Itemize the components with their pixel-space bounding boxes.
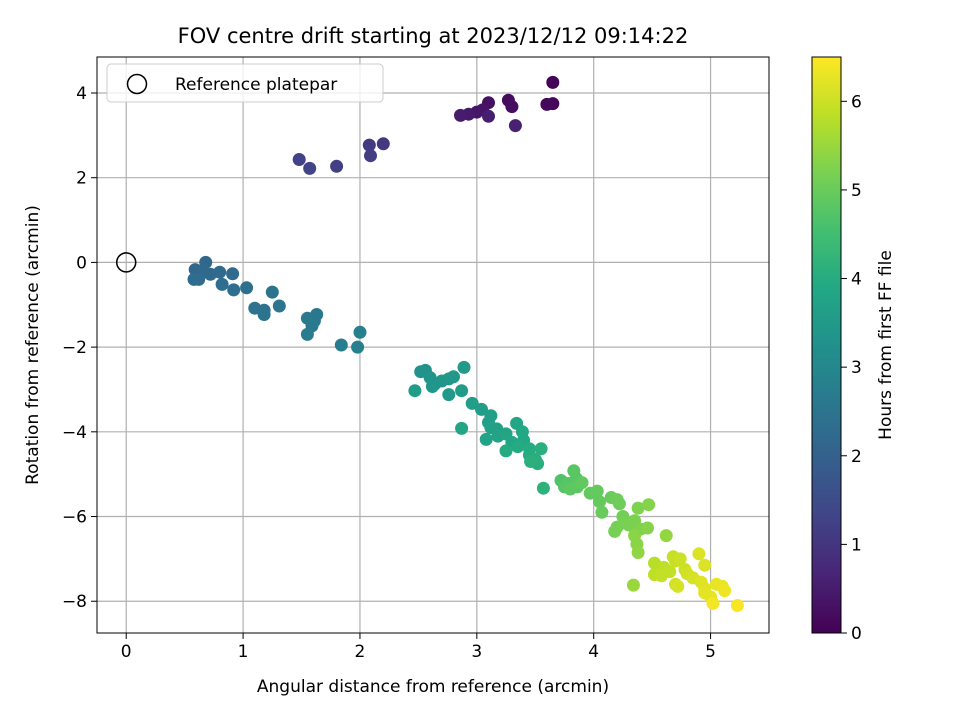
- colorbar-tick-label: 4: [851, 270, 862, 290]
- data-point: [730, 599, 744, 612]
- colorbar-tick-label: 0: [851, 624, 862, 644]
- colorbar-tick-label: 5: [851, 181, 862, 201]
- data-point: [593, 495, 606, 509]
- data-point: [455, 421, 469, 435]
- data-point: [508, 119, 522, 133]
- data-point: [642, 498, 656, 512]
- x-tick-label: 4: [588, 642, 599, 662]
- data-point: [534, 442, 548, 456]
- legend-box: [106, 63, 384, 103]
- data-point: [192, 272, 206, 286]
- data-point: [376, 137, 390, 151]
- colorbar-label: Hours from first FF file: [876, 250, 896, 440]
- data-point: [575, 476, 589, 490]
- data-point: [442, 388, 456, 402]
- data-point: [475, 402, 488, 416]
- data-point: [692, 547, 706, 561]
- colorbar-ticks: 0 1 2 3 4 5 6: [841, 92, 862, 644]
- data-point: [499, 444, 513, 458]
- x-tick-label: 1: [238, 642, 249, 662]
- data-point: [272, 299, 286, 313]
- colorbar-tick-label: 1: [851, 535, 862, 555]
- data-point: [215, 277, 229, 291]
- data-point: [536, 481, 550, 495]
- data-point: [414, 365, 428, 379]
- x-axis-ticks: 0 1 2 3 4 5: [121, 633, 716, 662]
- data-point: [718, 584, 732, 598]
- y-tick-label: −8: [62, 592, 87, 612]
- data-point: [608, 524, 622, 538]
- data-point: [425, 380, 439, 393]
- data-point: [454, 108, 467, 122]
- legend: Reference platepar: [106, 63, 384, 103]
- data-point: [698, 558, 712, 572]
- reference-layer: [115, 252, 137, 273]
- colorbar-tick-label: 2: [851, 447, 862, 467]
- data-point: [447, 370, 460, 384]
- y-tick-label: 2: [76, 169, 87, 189]
- legend-label: Reference platepar: [175, 75, 337, 95]
- data-point: [511, 440, 525, 454]
- x-tick-label: 3: [471, 642, 482, 662]
- y-tick-label: −6: [62, 508, 87, 528]
- reference-platepar-marker: [115, 252, 137, 273]
- data-point: [300, 327, 314, 341]
- legend-marker-icon: [126, 73, 148, 95]
- y-tick-label: 0: [76, 253, 87, 273]
- data-point: [351, 340, 365, 354]
- plot-frame: [96, 56, 770, 634]
- data-point: [408, 384, 422, 398]
- chart-title: FOV centre drift starting at 2023/12/12 …: [178, 24, 689, 48]
- y-tick-label: −2: [62, 338, 87, 358]
- x-tick-label: 2: [355, 642, 366, 662]
- x-axis-label: Angular distance from reference (arcmin): [257, 677, 609, 697]
- data-point: [213, 265, 227, 279]
- data-point: [706, 596, 720, 610]
- data-point: [590, 484, 604, 498]
- y-tick-label: −4: [62, 423, 87, 443]
- data-point: [659, 529, 673, 543]
- data-point: [546, 75, 560, 89]
- data-point: [226, 267, 240, 281]
- data-point: [540, 97, 554, 111]
- data-point: [524, 455, 538, 468]
- data-points: [187, 75, 744, 612]
- x-tick-label: 5: [705, 642, 716, 662]
- data-point: [334, 338, 348, 352]
- data-point: [330, 159, 344, 173]
- data-point: [303, 161, 317, 175]
- data-point: [353, 325, 367, 339]
- data-point: [292, 153, 306, 166]
- data-point: [671, 579, 685, 593]
- colorbar-tick-label: 3: [851, 358, 862, 378]
- data-point: [595, 505, 609, 519]
- data-point: [631, 546, 645, 559]
- data-point: [362, 138, 376, 152]
- grid: [97, 57, 769, 633]
- colorbar: [811, 56, 842, 634]
- data-point: [673, 552, 687, 566]
- data-point: [505, 100, 519, 114]
- data-point: [641, 521, 654, 535]
- data-point: [626, 578, 640, 592]
- y-tick-label: 4: [76, 84, 87, 104]
- data-point: [257, 308, 271, 321]
- y-axis-ticks: −8 −6 −4 −2 0 2 4: [62, 84, 97, 612]
- data-point: [663, 565, 677, 579]
- data-point: [240, 281, 254, 295]
- data-point: [479, 432, 493, 446]
- data-point: [482, 109, 495, 123]
- data-point: [265, 285, 279, 299]
- data-point: [465, 396, 479, 410]
- data-point: [612, 497, 626, 511]
- data-point: [364, 149, 377, 163]
- x-tick-label: 0: [121, 642, 132, 662]
- data-point: [227, 283, 241, 297]
- data-point: [457, 360, 471, 374]
- data-point: [631, 501, 645, 515]
- y-axis-label: Rotation from reference (arcmin): [23, 205, 43, 485]
- data-point: [455, 384, 469, 398]
- colorbar-tick-label: 6: [851, 92, 862, 112]
